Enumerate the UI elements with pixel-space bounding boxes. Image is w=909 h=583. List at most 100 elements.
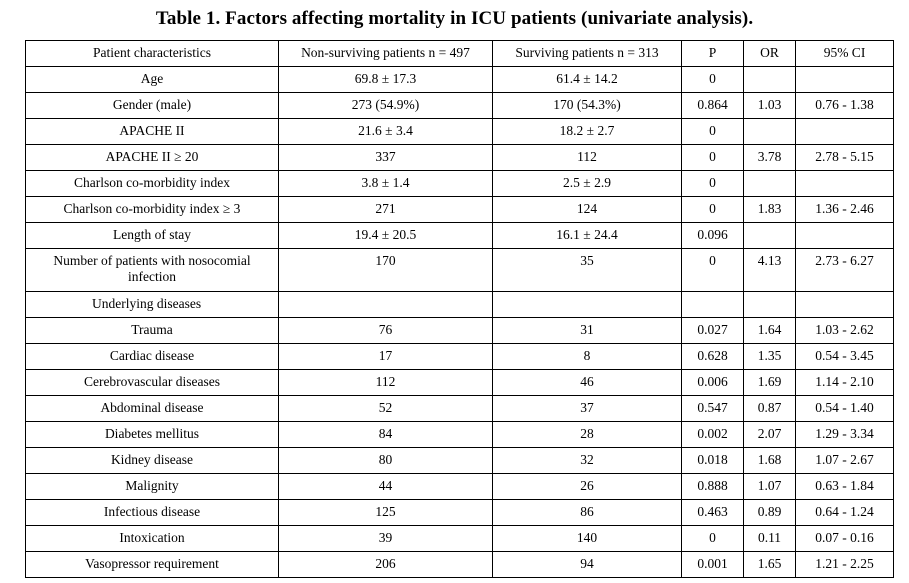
ci-cell: 0.54 - 1.40 bbox=[795, 395, 894, 422]
characteristic-cell: Charlson co-morbidity index ≥ 3 bbox=[25, 196, 279, 223]
odds-ratio-cell: 1.35 bbox=[743, 343, 796, 370]
ci-cell: 1.14 - 2.10 bbox=[795, 369, 894, 396]
table-row: Gender (male) 273 (54.9%) 170 (54.3%) 0.864… bbox=[25, 92, 894, 119]
non-surviving-cell: 76 bbox=[278, 317, 493, 344]
p-value-cell: 0 bbox=[681, 248, 744, 292]
odds-ratio-cell: 1.07 bbox=[743, 473, 796, 500]
odds-ratio-cell: 0.11 bbox=[743, 525, 796, 552]
table-row: Diabetes mellitus 84 28 0.002 2.07 1.29 - 3.3… bbox=[25, 421, 894, 448]
characteristic-cell: Trauma bbox=[25, 317, 279, 344]
ci-cell: 1.21 - 2.25 bbox=[795, 551, 894, 578]
odds-ratio-cell bbox=[743, 118, 796, 145]
surviving-cell: 140 bbox=[492, 525, 682, 552]
surviving-cell: 26 bbox=[492, 473, 682, 500]
non-surviving-cell: 80 bbox=[278, 447, 493, 474]
characteristic-cell: Number of patients with nosocomial infec… bbox=[25, 248, 279, 292]
ci-cell bbox=[795, 170, 894, 197]
surviving-cell: 86 bbox=[492, 499, 682, 526]
surviving-cell: 35 bbox=[492, 248, 682, 292]
table-row: Cardiac disease 17 8 0.628 1.35 0.54 - 3.45 bbox=[25, 343, 894, 370]
characteristic-cell: Abdominal disease bbox=[25, 395, 279, 422]
ci-cell: 0.63 - 1.84 bbox=[795, 473, 894, 500]
non-surviving-cell: 19.4 ± 20.5 bbox=[278, 222, 493, 249]
non-surviving-cell: 44 bbox=[278, 473, 493, 500]
p-value-cell: 0.006 bbox=[681, 369, 744, 396]
characteristic-cell: Cardiac disease bbox=[25, 343, 279, 370]
p-value-cell: 0.628 bbox=[681, 343, 744, 370]
header-cell-or: OR bbox=[743, 40, 796, 67]
odds-ratio-cell bbox=[743, 222, 796, 249]
odds-ratio-cell: 1.83 bbox=[743, 196, 796, 223]
surviving-cell: 32 bbox=[492, 447, 682, 474]
characteristic-cell: Underlying diseases bbox=[25, 291, 279, 318]
characteristic-cell: APACHE II bbox=[25, 118, 279, 145]
odds-ratio-cell: 1.64 bbox=[743, 317, 796, 344]
ci-cell: 0.64 - 1.24 bbox=[795, 499, 894, 526]
ci-cell: 2.78 - 5.15 bbox=[795, 144, 894, 171]
odds-ratio-cell bbox=[743, 170, 796, 197]
table-row: Charlson co-morbidity index 3.8 ± 1.4 2.5 … bbox=[25, 170, 894, 197]
odds-ratio-cell: 1.69 bbox=[743, 369, 796, 396]
table-row: Intoxication 39 140 0 0.11 0.07 - 0.16 bbox=[25, 525, 894, 552]
odds-ratio-cell: 1.68 bbox=[743, 447, 796, 474]
header-cell-surviving: Surviving patients n = 313 bbox=[492, 40, 682, 67]
p-value-cell: 0.018 bbox=[681, 447, 744, 474]
non-surviving-cell: 69.8 ± 17.3 bbox=[278, 66, 493, 93]
non-surviving-cell: 125 bbox=[278, 499, 493, 526]
p-value-cell: 0.888 bbox=[681, 473, 744, 500]
ci-cell: 0.54 - 3.45 bbox=[795, 343, 894, 370]
non-surviving-cell: 52 bbox=[278, 395, 493, 422]
header-cell-ci: 95% CI bbox=[795, 40, 894, 67]
non-surviving-cell: 271 bbox=[278, 196, 493, 223]
odds-ratio-cell: 3.78 bbox=[743, 144, 796, 171]
surviving-cell: 28 bbox=[492, 421, 682, 448]
non-surviving-cell: 84 bbox=[278, 421, 493, 448]
p-value-cell: 0 bbox=[681, 144, 744, 171]
surviving-cell: 31 bbox=[492, 317, 682, 344]
header-cell-characteristics: Patient characteristics bbox=[25, 40, 279, 67]
characteristic-cell: Cerebrovascular diseases bbox=[25, 369, 279, 396]
ci-cell: 0.76 - 1.38 bbox=[795, 92, 894, 119]
table-row: APACHE II ≥ 20 337 112 0 3.78 2.78 - 5.15 bbox=[25, 144, 894, 171]
surviving-cell: 112 bbox=[492, 144, 682, 171]
table-row: Infectious disease 125 86 0.463 0.89 0.64 - 1… bbox=[25, 499, 894, 526]
p-value-cell: 0 bbox=[681, 196, 744, 223]
odds-ratio-cell: 2.07 bbox=[743, 421, 796, 448]
ci-cell: 2.73 - 6.27 bbox=[795, 248, 894, 292]
p-value-cell: 0 bbox=[681, 525, 744, 552]
characteristic-cell: Kidney disease bbox=[25, 447, 279, 474]
characteristic-cell: Infectious disease bbox=[25, 499, 279, 526]
table-row: Age 69.8 ± 17.3 61.4 ± 14.2 0 bbox=[25, 66, 894, 93]
table-row: APACHE II 21.6 ± 3.4 18.2 ± 2.7 0 bbox=[25, 118, 894, 145]
non-surviving-cell: 17 bbox=[278, 343, 493, 370]
ci-cell bbox=[795, 118, 894, 145]
odds-ratio-cell: 1.03 bbox=[743, 92, 796, 119]
surviving-cell: 124 bbox=[492, 196, 682, 223]
header-row: Patient characteristics Non-surviving pa… bbox=[25, 40, 894, 67]
surviving-cell: 94 bbox=[492, 551, 682, 578]
p-value-cell: 0.864 bbox=[681, 92, 744, 119]
p-value-cell bbox=[681, 291, 744, 318]
characteristic-cell: Intoxication bbox=[25, 525, 279, 552]
surviving-cell: 37 bbox=[492, 395, 682, 422]
surviving-cell: 8 bbox=[492, 343, 682, 370]
surviving-cell: 170 (54.3%) bbox=[492, 92, 682, 119]
table-row: Abdominal disease 52 37 0.547 0.87 0.54 - 1.4… bbox=[25, 395, 894, 422]
p-value-cell: 0 bbox=[681, 118, 744, 145]
non-surviving-cell: 206 bbox=[278, 551, 493, 578]
p-value-cell: 0.096 bbox=[681, 222, 744, 249]
odds-ratio-cell bbox=[743, 66, 796, 93]
non-surviving-cell: 273 (54.9%) bbox=[278, 92, 493, 119]
non-surviving-cell: 337 bbox=[278, 144, 493, 171]
mortality-factors-table: Patient characteristics Non-surviving pa… bbox=[25, 40, 894, 578]
characteristic-cell: Charlson co-morbidity index bbox=[25, 170, 279, 197]
p-value-cell: 0.547 bbox=[681, 395, 744, 422]
p-value-cell: 0 bbox=[681, 66, 744, 93]
p-value-cell: 0.463 bbox=[681, 499, 744, 526]
surviving-cell: 61.4 ± 14.2 bbox=[492, 66, 682, 93]
ci-cell bbox=[795, 66, 894, 93]
characteristic-cell: APACHE II ≥ 20 bbox=[25, 144, 279, 171]
odds-ratio-cell: 0.87 bbox=[743, 395, 796, 422]
non-surviving-cell bbox=[278, 291, 493, 318]
ci-cell: 1.29 - 3.34 bbox=[795, 421, 894, 448]
